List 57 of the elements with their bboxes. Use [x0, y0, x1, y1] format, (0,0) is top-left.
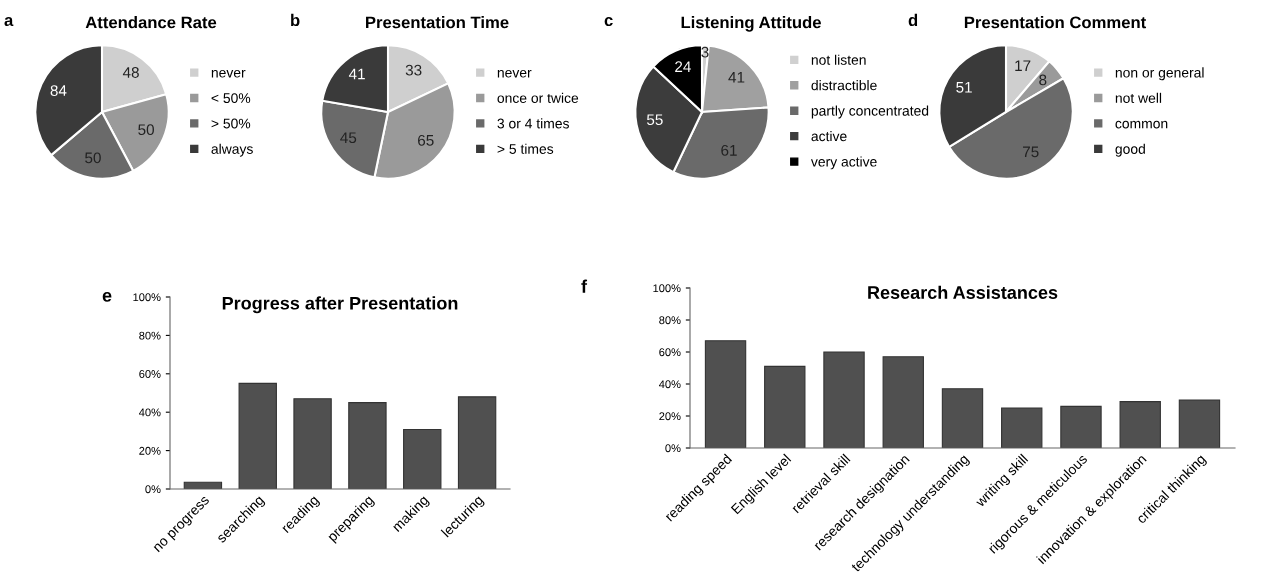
legend-label: common [1115, 120, 1168, 129]
y-tick-label: 100% [133, 293, 161, 302]
data-label: 50 [85, 152, 101, 164]
legend-label: < 50% [211, 93, 251, 103]
data-label: 41 [728, 72, 745, 83]
chart-title: Listening Attitude [681, 16, 821, 32]
data-label: 45 [340, 132, 357, 144]
y-tick-label: 40% [658, 380, 681, 389]
data-label: 41 [348, 68, 365, 80]
legend-label: > 5 times [497, 143, 554, 154]
legend-label: once or twice [497, 92, 579, 103]
data-label: 50 [138, 124, 154, 136]
legend-label: never [497, 69, 532, 78]
text: b [291, 13, 300, 27]
legend-label: not listen [811, 54, 866, 65]
y-tick-label: 60% [139, 370, 161, 378]
text: a [4, 16, 14, 27]
text: c [604, 16, 613, 27]
y-tick-label: 40% [138, 408, 161, 417]
y-tick-label: 0% [665, 444, 681, 453]
chart-title: Presentation Comment [964, 16, 1147, 29]
legend-label: very active [810, 156, 877, 170]
data-label: 51 [956, 82, 972, 93]
data-label: 33 [405, 64, 422, 76]
data-label: 65 [418, 134, 434, 146]
legend-label: 3 or 4 times [497, 118, 569, 129]
legend-label: active [811, 130, 847, 142]
text: f [581, 279, 588, 293]
text: e [102, 291, 112, 302]
data-label: 17 [1015, 60, 1031, 71]
chart-title: Presentation Time [366, 16, 509, 29]
legend-label: never [211, 69, 246, 78]
legend-label: not well [1115, 92, 1162, 103]
y-tick-label: 20% [659, 412, 681, 421]
legend-label: distractible [811, 80, 877, 91]
y-tick-label: 60% [659, 348, 681, 357]
y-tick-label: 80% [659, 316, 681, 325]
data-label: 75 [1023, 146, 1039, 158]
y-tick-label: 80% [139, 331, 161, 340]
data-label: 61 [721, 144, 737, 156]
y-tick-label: 20% [139, 446, 161, 455]
data-label: 8 [1039, 74, 1047, 86]
legend-label: non or general [1115, 67, 1204, 81]
data-label: 55 [646, 114, 663, 126]
legend-label: always [211, 143, 253, 157]
data-label: 24 [675, 61, 691, 72]
chart-title: Progress after Presentation [222, 296, 458, 314]
chart-title: Attendance Rate [85, 16, 217, 29]
data-label: 48 [122, 67, 139, 78]
chart-title: Research Assistances [868, 285, 1058, 299]
legend-label: partly concentrated [811, 105, 929, 119]
text: d [908, 13, 918, 27]
legend-label: > 50% [211, 118, 251, 129]
y-tick-label: 0% [145, 485, 161, 494]
legend-label: good [1115, 143, 1145, 157]
data-label: 84 [50, 85, 67, 96]
y-tick-label: 100% [653, 284, 681, 293]
